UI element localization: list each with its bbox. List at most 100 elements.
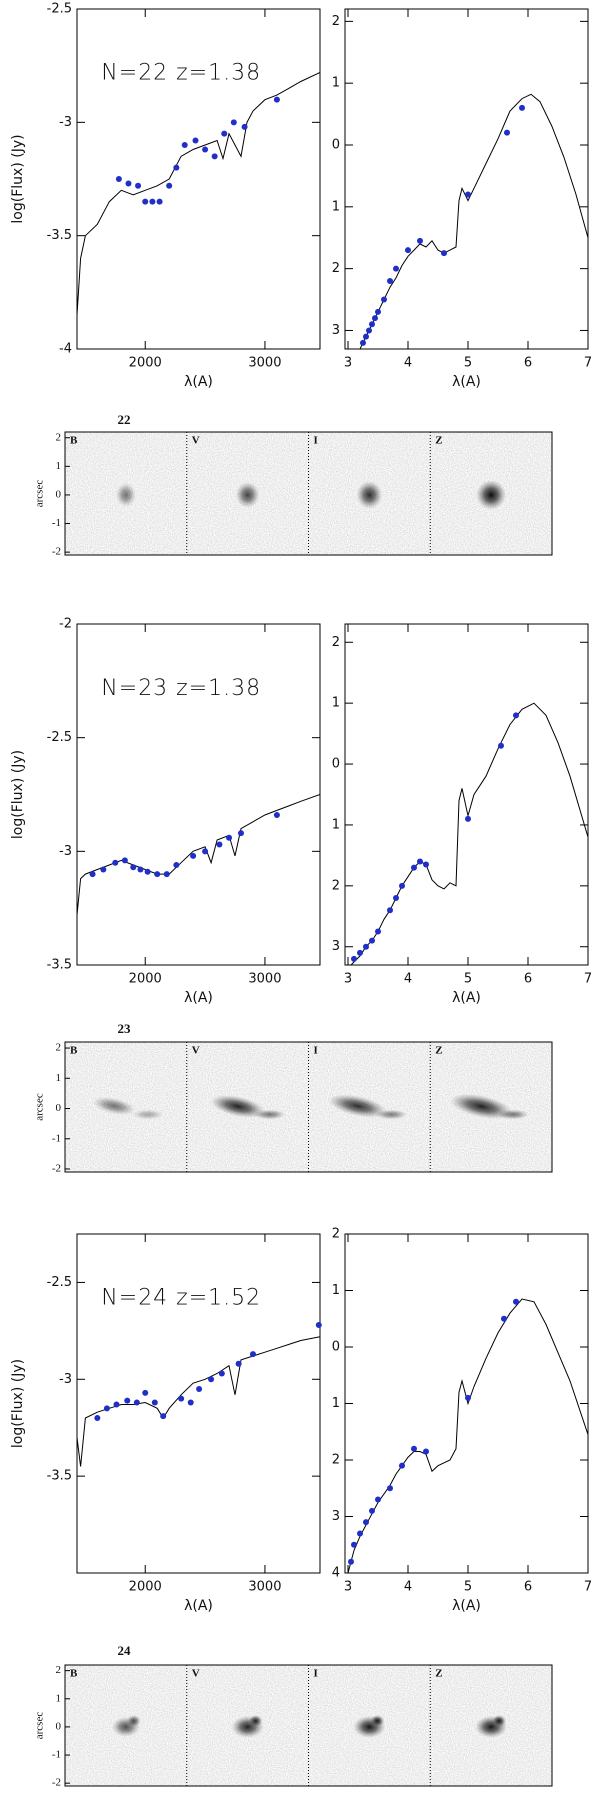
x-tick-label: 5 [464,356,472,371]
x-axis-label: λ(A) [184,990,213,1006]
plot-frame [76,1233,321,1574]
data-point [100,866,107,873]
data-point [149,198,156,205]
plot: 2000 3000 -3.5 -3 -2.5 -2 λ(A) log(Flux) (Jy) N=… [10,617,321,1006]
strip-frame [64,1041,553,1173]
stamp-y-tick-label: -2 [52,1163,61,1175]
y-tick-label: -3.5 [47,1469,72,1484]
data-point [465,1394,471,1401]
model-line [77,794,320,916]
source-knot [248,1714,263,1727]
data-point [393,895,399,902]
source [210,1095,266,1118]
stamp-y-tick-label: 0 [56,1720,62,1732]
stamp-y-tick-label: 2 [56,1042,62,1054]
source [115,482,136,507]
y-tick-label: 2 [332,878,340,893]
plot: 3 4 5 6 7 3 2 1 0 1 2 λ(A) [332,623,592,1006]
data-point [181,142,188,148]
source [92,1096,136,1116]
source-knot [370,1714,385,1727]
x-tick-label: 7 [584,972,592,987]
data-point [363,333,369,340]
y-axis-label: log(Flux) (Jy) [10,750,26,839]
data-point [498,742,504,749]
data-point [387,907,393,914]
data-point [103,1405,110,1412]
model-line [77,1336,320,1467]
data-point [125,180,132,187]
source [449,1093,513,1120]
y-tick-label: -3.5 [47,228,72,243]
source-tail [131,1109,164,1120]
data-point [113,1401,120,1408]
x-tick-label: 7 [584,356,592,371]
band-label: I [314,1668,318,1680]
y-tick-label: -2.5 [47,2,72,17]
data-point [249,1351,256,1358]
data-point [221,130,228,137]
data-point [369,321,375,328]
source [476,479,507,510]
x-tick-label: 6 [524,972,532,987]
data-point [513,1298,519,1305]
stamp-y-tick-label: -1 [52,1749,61,1761]
stamp-y-tick-label: 0 [56,488,62,500]
data-point [357,949,363,956]
y-tick-label: 1 [332,1283,340,1298]
data-point [151,1399,158,1406]
image-strip: B V I Z -2 -1 0 1 2 arcsec 22 [34,412,553,558]
x-axis-label: λ(A) [452,374,481,390]
data-point [441,250,447,257]
data-point [417,858,423,865]
y-axis-label: log(Flux) (Jy) [10,134,26,223]
source [328,1094,388,1118]
band-label: V [192,1668,200,1680]
source-tail [497,1109,530,1120]
data-point [137,866,144,873]
source-tail [375,1109,408,1120]
model-line [347,1298,588,1573]
data-point [399,1462,405,1469]
data-point [135,182,142,189]
band-label: Z [435,1045,442,1057]
x-tick-label: 2000 [129,1580,162,1595]
y-tick-label: 1 [332,199,340,214]
data-point [363,1519,369,1526]
y-tick-label: 3 [332,1509,340,1524]
data-point [366,327,372,334]
data-point [144,868,151,875]
annotation: N=22 z=1.38 [101,61,261,86]
x-tick-label: 5 [464,1580,472,1595]
plot-frame [76,8,321,350]
x-axis-label: λ(A) [184,374,213,390]
stamp-y-tick-label: 1 [56,1072,62,1084]
data-point [363,943,369,950]
x-tick-label: 4 [404,1580,412,1595]
x-tick-label: 4 [404,356,412,371]
stamp-label: 22 [118,412,131,427]
source-knot [126,1714,141,1727]
stamp-label: 23 [118,1021,132,1036]
y-tick-label: 1 [332,696,340,711]
data-point [226,834,233,841]
annotation: N=24 z=1.52 [101,1285,261,1310]
band-label: Z [435,1668,442,1680]
data-point [237,830,244,837]
data-point [360,339,366,346]
x-tick-label: 3 [344,1580,352,1595]
y-tick-label: 3 [332,939,340,954]
data-point [273,811,280,818]
data-point [465,191,471,198]
data-point [351,1541,357,1548]
x-tick-label: 3 [344,972,352,987]
band-label: V [192,1045,200,1057]
data-point [351,955,357,962]
x-tick-label: 3 [344,356,352,371]
x-tick-label: 6 [524,356,532,371]
y-tick-label: 1 [332,76,340,91]
data-point [423,1448,429,1455]
data-point [230,119,237,126]
plot-frame [344,8,589,350]
